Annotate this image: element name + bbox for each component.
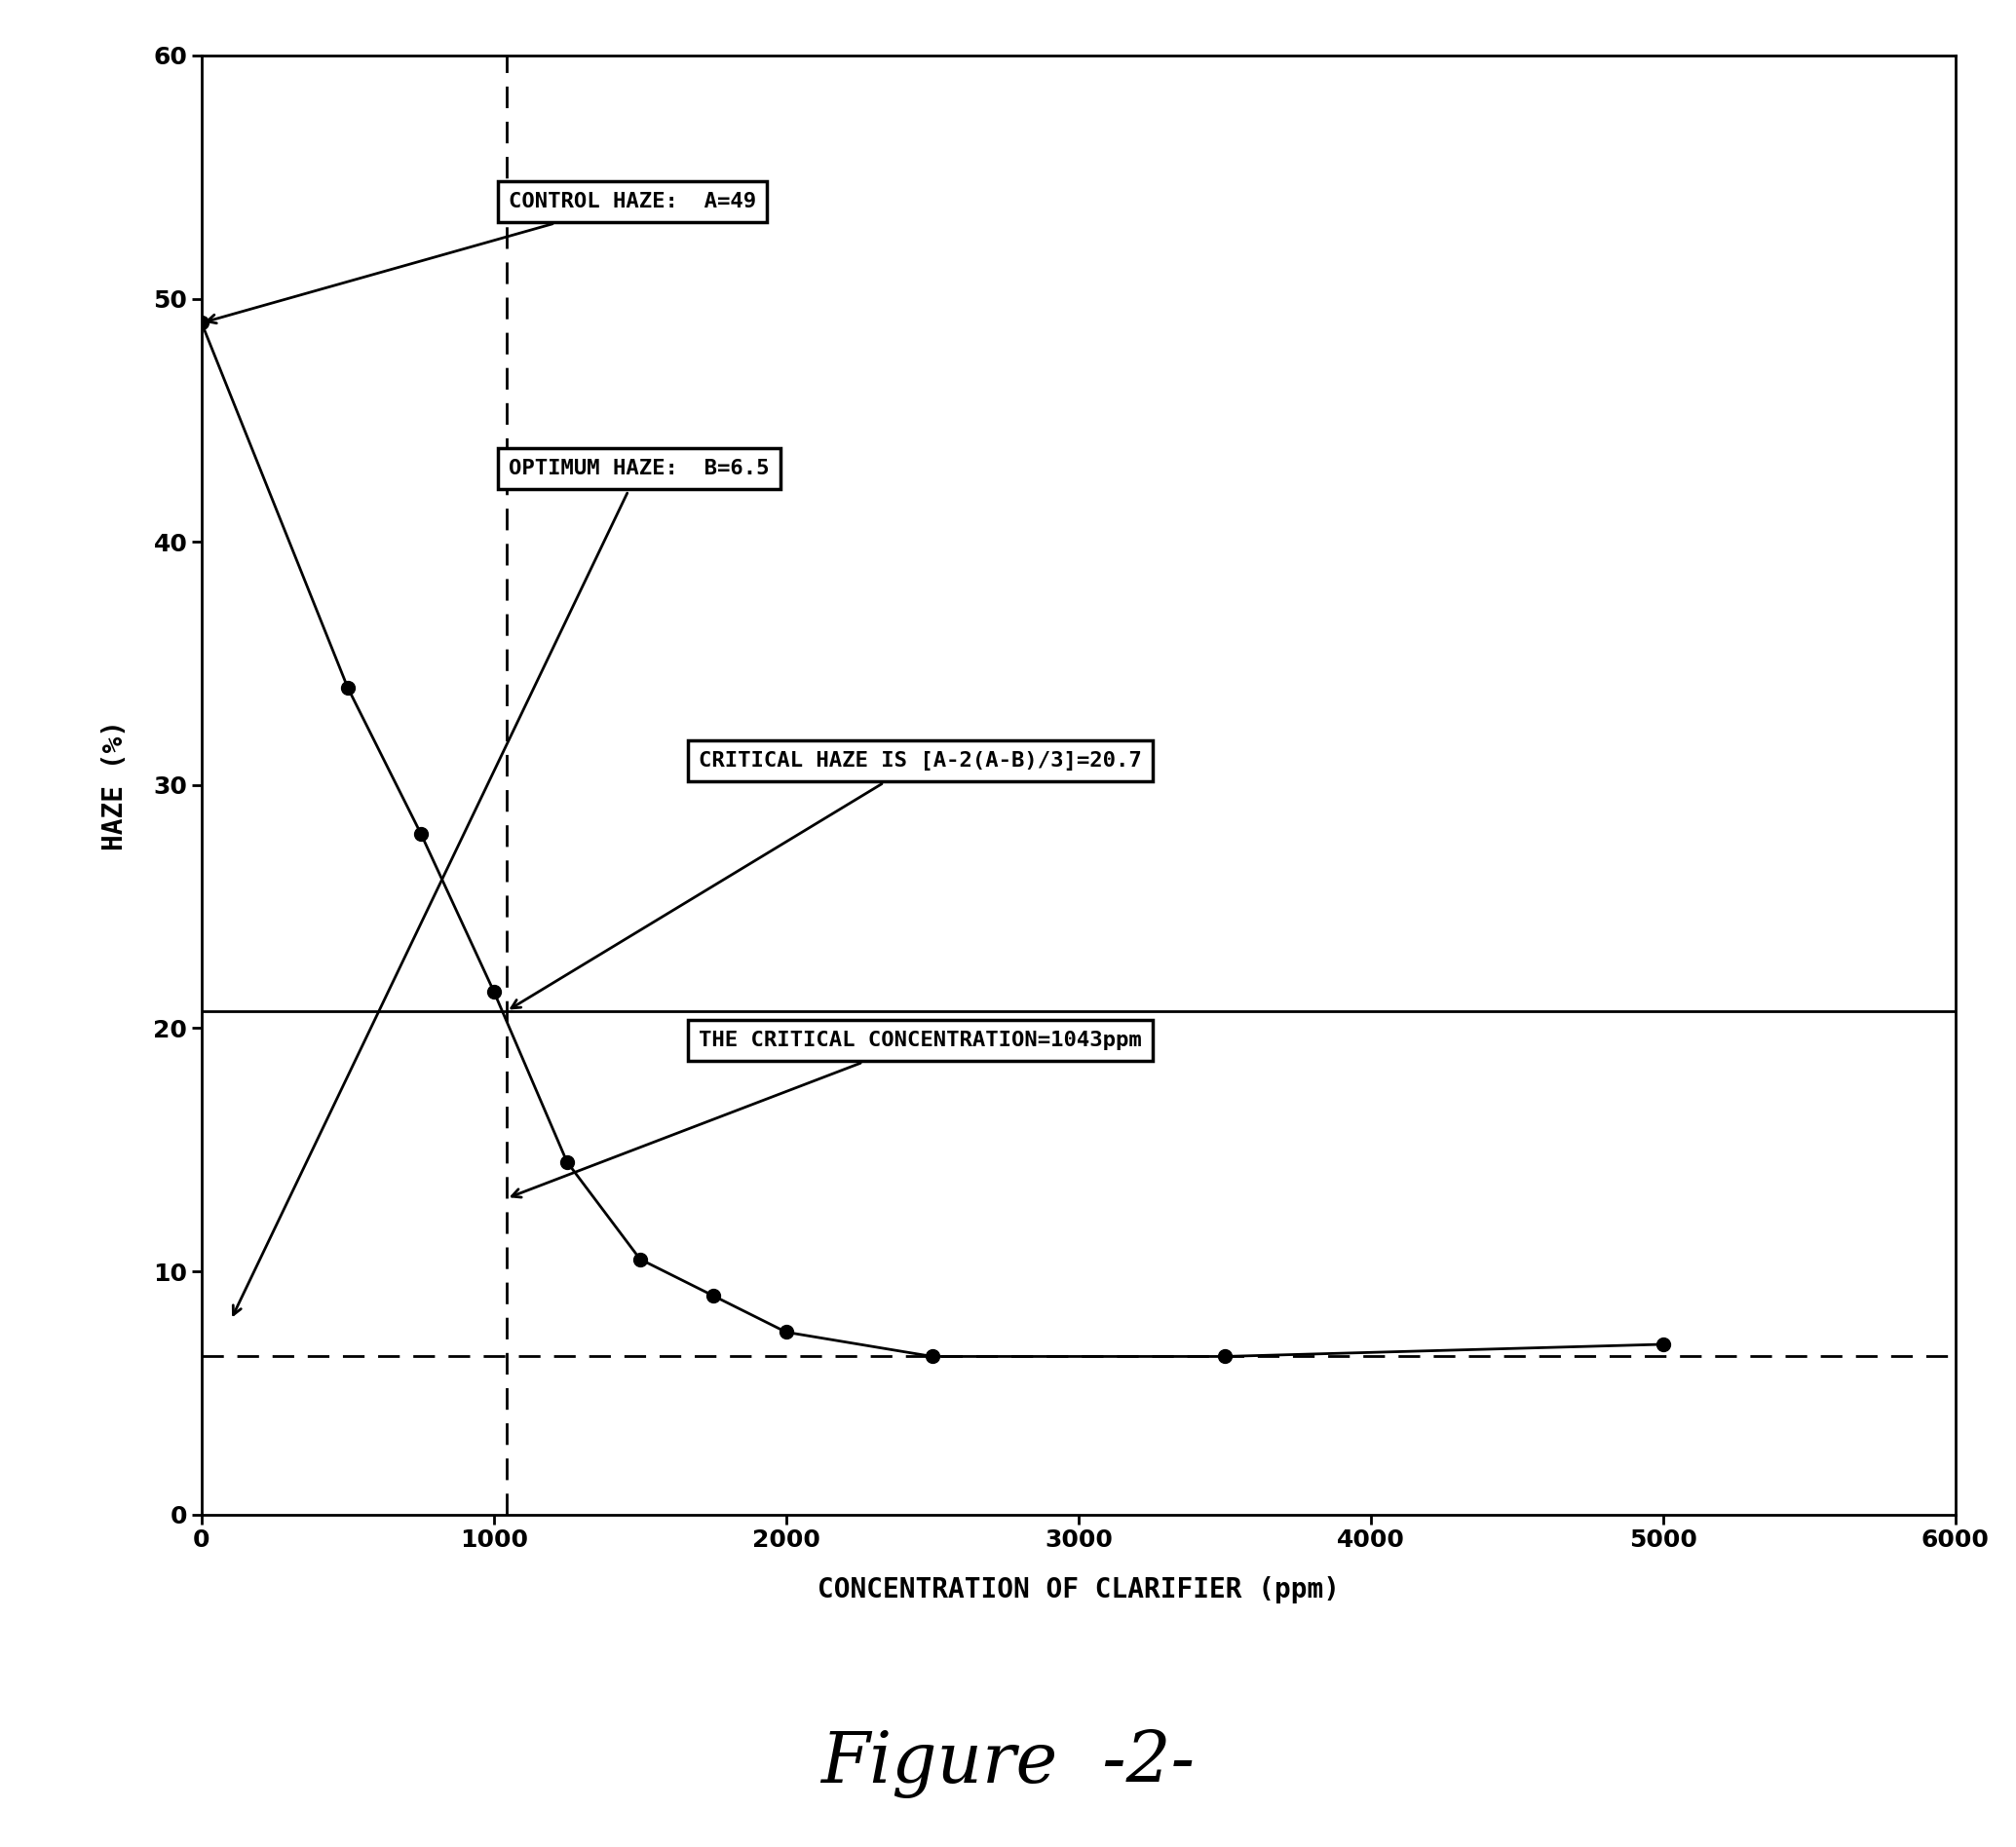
Text: CONTROL HAZE:  A=49: CONTROL HAZE: A=49	[208, 192, 756, 323]
Y-axis label: HAZE (%): HAZE (%)	[101, 720, 129, 850]
Text: Figure  -2-: Figure -2-	[821, 1729, 1195, 1799]
Text: THE CRITICAL CONCENTRATION=1043ppm: THE CRITICAL CONCENTRATION=1043ppm	[512, 1031, 1141, 1197]
Text: CRITICAL HAZE IS [A-2(A-B)/3]=20.7: CRITICAL HAZE IS [A-2(A-B)/3]=20.7	[512, 752, 1141, 1008]
Text: OPTIMUM HAZE:  B=6.5: OPTIMUM HAZE: B=6.5	[234, 460, 770, 1315]
X-axis label: CONCENTRATION OF CLARIFIER (ppm): CONCENTRATION OF CLARIFIER (ppm)	[816, 1577, 1341, 1603]
